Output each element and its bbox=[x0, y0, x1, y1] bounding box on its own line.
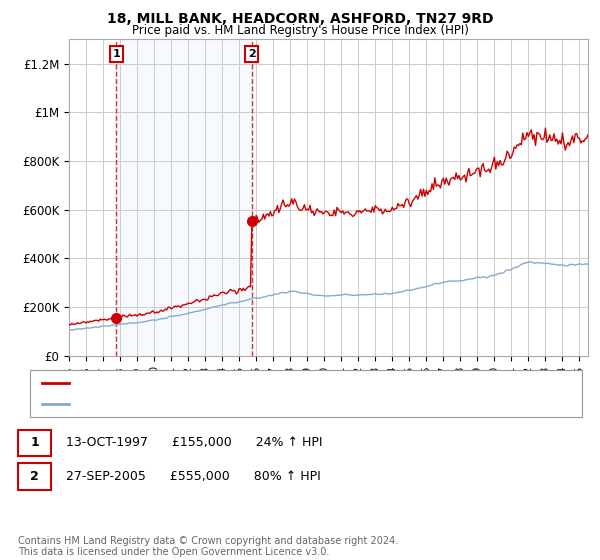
Text: HPI: Average price, detached house, Maidstone: HPI: Average price, detached house, Maid… bbox=[75, 399, 339, 409]
Text: 1: 1 bbox=[30, 436, 39, 450]
Text: 27-SEP-2005      £555,000      80% ↑ HPI: 27-SEP-2005 £555,000 80% ↑ HPI bbox=[66, 470, 321, 483]
Bar bbox=[116, 39, 252, 356]
Text: 2: 2 bbox=[30, 470, 39, 483]
Text: 18, MILL BANK, HEADCORN, ASHFORD, TN27 9RD (detached house): 18, MILL BANK, HEADCORN, ASHFORD, TN27 9… bbox=[75, 378, 454, 388]
Text: 18, MILL BANK, HEADCORN, ASHFORD, TN27 9RD: 18, MILL BANK, HEADCORN, ASHFORD, TN27 9… bbox=[107, 12, 493, 26]
Text: Contains HM Land Registry data © Crown copyright and database right 2024.
This d: Contains HM Land Registry data © Crown c… bbox=[18, 535, 398, 557]
Text: 2: 2 bbox=[248, 49, 256, 59]
Text: 13-OCT-1997      £155,000      24% ↑ HPI: 13-OCT-1997 £155,000 24% ↑ HPI bbox=[66, 436, 323, 450]
Text: 1: 1 bbox=[113, 49, 121, 59]
Text: Price paid vs. HM Land Registry's House Price Index (HPI): Price paid vs. HM Land Registry's House … bbox=[131, 24, 469, 36]
